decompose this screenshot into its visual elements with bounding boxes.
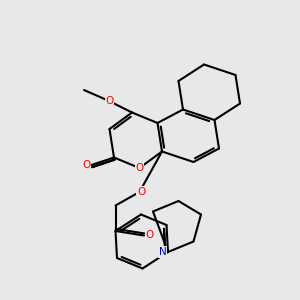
Text: O: O	[145, 230, 154, 241]
Text: O: O	[105, 95, 114, 106]
Text: O: O	[135, 163, 144, 173]
Text: O: O	[82, 160, 90, 170]
Text: O: O	[137, 187, 145, 197]
Text: N: N	[159, 247, 167, 257]
